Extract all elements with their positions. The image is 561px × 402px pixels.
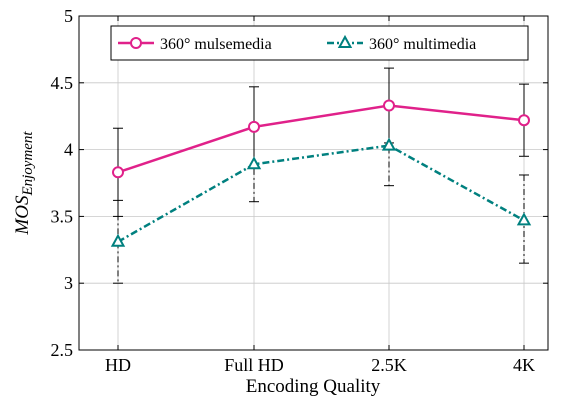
data-point <box>112 166 124 179</box>
x-axis-label: Encoding Quality <box>246 376 381 397</box>
y-tick-label: 3 <box>64 273 73 293</box>
legend: 360° mulsemedia 360° multimedia <box>110 25 529 61</box>
y-axis-label: MOSEnjoyment <box>12 131 36 236</box>
data-point <box>518 114 530 127</box>
y-tick-label: 4 <box>64 140 73 160</box>
legend-entry: 360° mulsemedia <box>118 36 272 53</box>
y-tick-label: 3.5 <box>51 206 74 226</box>
legend-label: 360° multimedia <box>369 36 476 53</box>
y-tick-label: 4.5 <box>51 73 74 93</box>
grid <box>79 15 548 351</box>
ticks: 2.5 3 3.5 4 4.5 5 HD Full HD 2.5K 4K <box>51 6 548 375</box>
y-axis-label-main: MOS <box>12 195 33 236</box>
legend-swatch-marker <box>337 34 353 48</box>
data-point <box>516 212 532 226</box>
y-tick-label: 2.5 <box>51 340 74 360</box>
legend-swatch-marker <box>130 37 142 49</box>
legend-box <box>110 25 529 61</box>
y-tick-label: 5 <box>64 6 73 26</box>
data-point <box>381 137 397 151</box>
x-tick-label: 2.5K <box>371 355 407 375</box>
data-point <box>246 156 262 170</box>
error-bars <box>113 67 529 284</box>
plot-frame <box>78 15 549 351</box>
legend-label: 360° mulsemedia <box>160 36 272 53</box>
x-tick-label: HD <box>105 355 131 375</box>
y-axis-label-sub: Enjoyment <box>20 131 36 197</box>
legend-entry: 360° multimedia <box>327 34 476 53</box>
data-point <box>110 233 126 247</box>
series-line-1 <box>117 104 525 174</box>
x-tick-label: 4K <box>513 355 535 375</box>
error-bar <box>113 199 123 284</box>
series-line-2 <box>117 144 525 243</box>
x-tick-label: Full HD <box>224 355 284 375</box>
series <box>110 99 532 247</box>
data-point <box>248 120 260 133</box>
data-point <box>383 99 395 112</box>
